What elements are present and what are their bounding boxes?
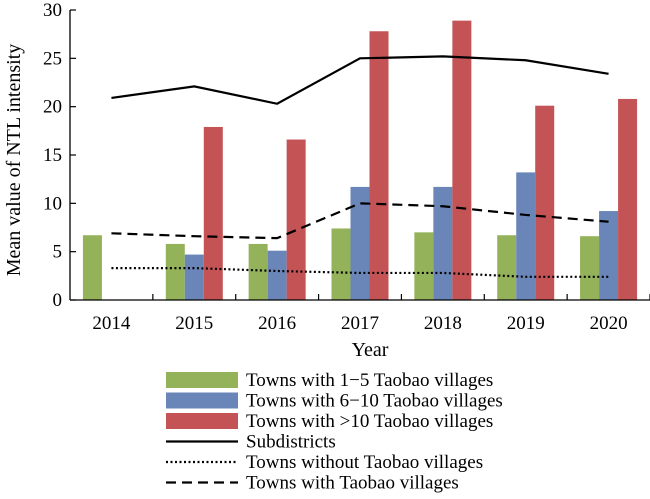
y-tick-label-25: 25 <box>43 48 62 69</box>
y-tick-label-30: 30 <box>43 0 62 21</box>
lines-layer <box>111 55 609 278</box>
y-tick-label-15: 15 <box>43 145 62 166</box>
bar-s1-2018 <box>414 232 434 300</box>
legend-label-4: Subdistricts <box>246 432 336 453</box>
bar-s2-2018 <box>433 186 453 300</box>
bar-s3-2018 <box>452 20 472 301</box>
bar-s2-2019 <box>516 172 536 300</box>
bar-s1-2016 <box>248 243 268 300</box>
y-tick-label-5: 5 <box>53 242 63 263</box>
y-tick-label-20: 20 <box>43 97 62 118</box>
bar-s3-2015 <box>203 126 223 300</box>
legend-label-2: Towns with 6−10 Taobao villages <box>246 391 503 412</box>
x-tick-label-2019: 2019 <box>507 313 545 334</box>
axes-layer: 0 5 10 15 20 25 30 2014 2015 2016 2017 2018 2019 2020 <box>43 0 650 334</box>
bar-s1-2019 <box>497 235 517 300</box>
legend-swatch-3 <box>166 413 238 429</box>
y-axis-title: Mean value of NTL intensity <box>3 44 25 277</box>
legend-swatch-1 <box>166 372 238 388</box>
x-axis-title: Year <box>352 339 389 361</box>
x-tick-label-2020: 2020 <box>590 313 628 334</box>
x-tick-label-2017: 2017 <box>341 313 379 334</box>
legend-swatch-2 <box>166 392 238 409</box>
x-tick-label-2015: 2015 <box>175 313 213 334</box>
bar-s3-2020 <box>618 98 638 300</box>
line-1 <box>111 55 609 105</box>
legend-label-6: Towns with Taobao villages <box>246 473 459 494</box>
bar-s1-2020 <box>580 236 600 300</box>
legend-label-3: Towns with >10 Taobao villages <box>246 411 493 432</box>
legend-label-5: Towns without Taobao villages <box>246 452 483 473</box>
bars-layer <box>82 20 638 301</box>
x-tick-label-2016: 2016 <box>258 313 296 334</box>
y-tick-label-0: 0 <box>53 290 63 311</box>
bar-s3-2017 <box>369 31 389 301</box>
x-tick-label-2014: 2014 <box>92 313 131 334</box>
line-3 <box>111 202 609 240</box>
y-tick-label-10: 10 <box>43 193 62 214</box>
bar-s1-2015 <box>165 243 185 300</box>
bar-s2-2016 <box>267 250 287 300</box>
bar-s3-2019 <box>535 105 555 300</box>
bar-s2-2020 <box>599 211 619 300</box>
bar-s3-2016 <box>286 139 306 300</box>
x-tick-label-2018: 2018 <box>424 313 462 334</box>
bar-s2-2015 <box>184 254 204 300</box>
legend-label-1: Towns with 1−5 Taobao villages <box>246 370 493 391</box>
bar-s1-2017 <box>331 228 351 300</box>
line-2 <box>111 267 609 278</box>
bar-s1-2014 <box>82 235 102 300</box>
